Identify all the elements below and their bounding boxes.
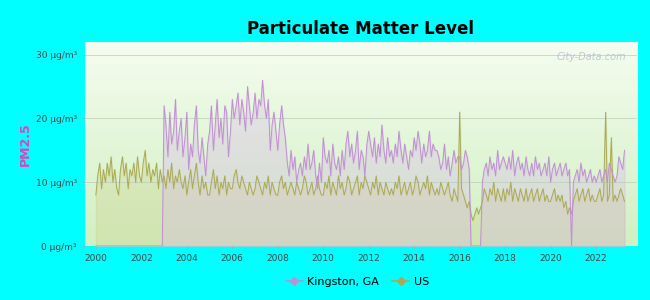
Title: Particulate Matter Level: Particulate Matter Level: [247, 20, 474, 38]
Text: City-Data.com: City-Data.com: [556, 52, 626, 62]
Y-axis label: PM2.5: PM2.5: [18, 122, 31, 166]
Legend: Kingston, GA, US: Kingston, GA, US: [281, 273, 434, 291]
